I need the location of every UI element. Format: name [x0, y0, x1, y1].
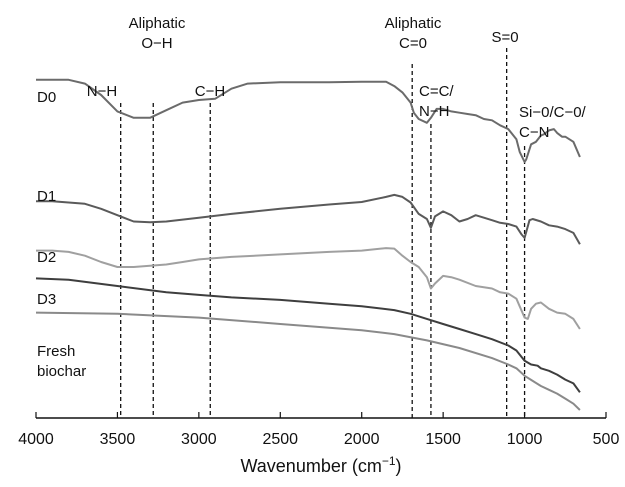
series-lines [35, 78, 581, 411]
series-label-d3-1: D3 [37, 291, 56, 308]
series-line-d3 [35, 277, 581, 393]
x-axis-title-superscript: −1 [382, 454, 396, 468]
annotation-label-sico-2: C−N [519, 124, 549, 141]
annotation-label-ch-1: C−H [195, 83, 225, 100]
x-tick-label-500: 500 [593, 431, 620, 448]
x-axis-title: Wavenumber (cm−1) [240, 454, 401, 476]
series-line-d2 [36, 247, 581, 330]
annotation-label-co-2: C=0 [399, 35, 427, 52]
annotation-lines [120, 48, 526, 418]
x-tick-label-2000: 2000 [344, 431, 380, 448]
series-label-fresh-biochar-1: Fresh [37, 343, 75, 360]
series-label-fresh-biochar-2: biochar [37, 363, 86, 380]
series-line-d0 [36, 78, 581, 163]
x-tick-label-2500: 2500 [262, 431, 298, 448]
annotation-label-oh-1: Aliphatic [129, 15, 186, 32]
x-axis: 4000 3500 3000 2500 2000 1500 1000 500 [18, 412, 619, 448]
series-line-d1 [36, 193, 581, 245]
x-tick-label-4000: 4000 [18, 431, 54, 448]
series-label-d2-1: D2 [37, 249, 56, 266]
annotation-labels: N−H Aliphatic O−H C−H Aliphatic C=0 C=C/N−H S=0… [87, 15, 587, 141]
series-labels: D0 D1 D2 D3 Fresh biochar [37, 89, 86, 380]
annotation-label-oh-2: O−H [141, 35, 172, 52]
series-line-fresh-biochar [35, 311, 581, 411]
annotation-label-so-1: S=0 [491, 29, 518, 46]
annotation-label-nh-1: N−H [87, 83, 117, 100]
x-ticks: 4000 3500 3000 2500 2000 1500 1000 500 [18, 412, 619, 448]
x-axis-title-close: ) [396, 456, 402, 476]
x-tick-label-3000: 3000 [181, 431, 217, 448]
x-axis-title-main: Wavenumber (cm [240, 456, 381, 476]
x-tick-label-1500: 1500 [425, 431, 461, 448]
annotation-label-ccnh-1: C=C/ [419, 83, 454, 100]
annotation-label-ccnh-2: N−H [419, 103, 449, 120]
series-label-d1-1: D1 [37, 188, 56, 205]
annotation-label-sico-1: Si−0/C−0/ [519, 104, 587, 121]
x-tick-label-3500: 3500 [100, 431, 136, 448]
series-label-d0-1: D0 [37, 89, 56, 106]
annotation-label-co-1: Aliphatic [385, 15, 442, 32]
x-tick-label-1000: 1000 [507, 431, 543, 448]
